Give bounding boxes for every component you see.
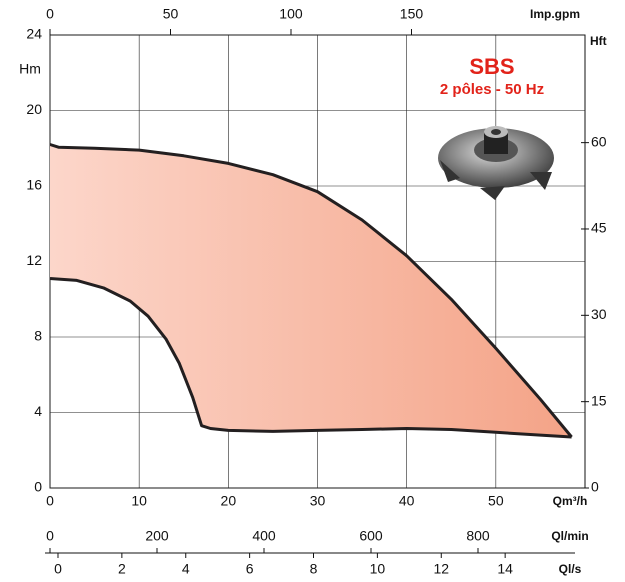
extra-axis-tick-label: 800 xyxy=(466,528,490,544)
y2-tick-label: 0 xyxy=(591,479,599,495)
y-tick-label: 8 xyxy=(34,328,42,344)
y2-tick-label: 60 xyxy=(591,133,607,149)
y-tick-label: 4 xyxy=(34,403,42,419)
extra-axis-tick-label: 6 xyxy=(246,561,254,577)
x2-tick-label: 50 xyxy=(163,6,179,22)
extra-axis-tick-label: 12 xyxy=(433,561,449,577)
chart-title: SBS xyxy=(469,54,514,79)
x2-axis-label: Imp.gpm xyxy=(530,7,580,21)
extra-axis-tick-label: 10 xyxy=(370,561,386,577)
extra-axis-label: Ql/min xyxy=(551,529,588,543)
x-tick-label: 30 xyxy=(310,493,326,509)
y2-tick-label: 15 xyxy=(591,392,607,408)
extra-axis-tick-label: 4 xyxy=(182,561,190,577)
y-tick-label: 0 xyxy=(34,479,42,495)
x-tick-label: 10 xyxy=(131,493,147,509)
impeller-image xyxy=(438,126,554,200)
curve xyxy=(49,277,572,439)
x-tick-label: 0 xyxy=(46,493,54,509)
x2-tick-label: 100 xyxy=(279,6,303,22)
extra-axis-tick-label: 0 xyxy=(46,528,54,544)
y-tick-label: 24 xyxy=(26,26,42,42)
extra-axis-tick-label: 14 xyxy=(497,561,513,577)
curve xyxy=(49,143,573,438)
y-tick-label: 20 xyxy=(26,101,42,117)
extra-axis-tick-label: 8 xyxy=(310,561,318,577)
x-tick-label: 20 xyxy=(221,493,237,509)
x-tick-label: 50 xyxy=(488,493,504,509)
chart-subtitle: 2 pôles - 50 Hz xyxy=(440,81,544,98)
y2-tick-label: 45 xyxy=(591,220,607,236)
x2-tick-label: 150 xyxy=(400,6,424,22)
extra-axis-tick-label: 400 xyxy=(252,528,276,544)
y-axis-label: Hm xyxy=(19,61,41,77)
x2-tick-label: 0 xyxy=(46,6,54,22)
y2-axis-label: Hft xyxy=(590,34,607,48)
extra-axis-tick-label: 2 xyxy=(118,561,126,577)
extra-axis-label: Ql/s xyxy=(559,562,582,576)
x-axis-label: Qm³/h xyxy=(553,494,588,508)
y-tick-label: 12 xyxy=(26,252,42,268)
extra-axis-tick-label: 600 xyxy=(359,528,383,544)
x-tick-label: 40 xyxy=(399,493,415,509)
extra-axis-tick-label: 0 xyxy=(54,561,62,577)
extra-axis-tick-label: 200 xyxy=(145,528,169,544)
y2-tick-label: 30 xyxy=(591,306,607,322)
marks xyxy=(49,143,573,439)
y-tick-label: 16 xyxy=(26,177,42,193)
